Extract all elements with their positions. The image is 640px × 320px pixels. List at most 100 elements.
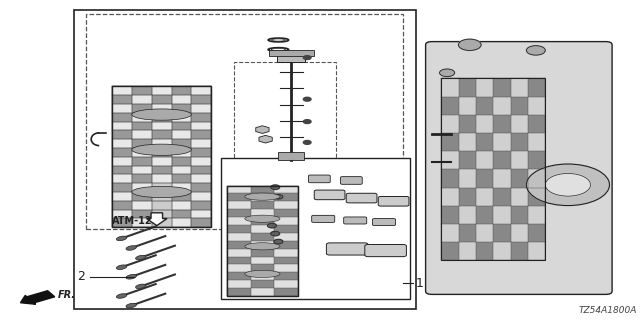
- Text: TZ54A1800A: TZ54A1800A: [579, 306, 637, 315]
- Bar: [274, 194, 298, 201]
- Circle shape: [526, 46, 545, 55]
- Bar: [132, 174, 152, 183]
- Bar: [172, 192, 191, 201]
- FancyBboxPatch shape: [378, 196, 409, 206]
- Bar: [132, 95, 152, 104]
- Bar: [459, 224, 476, 242]
- Bar: [528, 206, 545, 224]
- Bar: [227, 186, 251, 194]
- Ellipse shape: [132, 186, 191, 198]
- Bar: [152, 157, 172, 166]
- Bar: [132, 122, 152, 130]
- Bar: [132, 166, 152, 174]
- Bar: [191, 192, 211, 201]
- Bar: [172, 139, 191, 148]
- Bar: [274, 225, 298, 233]
- FancyBboxPatch shape: [344, 217, 367, 224]
- Bar: [221, 158, 410, 299]
- Bar: [191, 86, 211, 95]
- Bar: [493, 115, 511, 133]
- Bar: [172, 122, 191, 130]
- Bar: [274, 241, 298, 249]
- Bar: [274, 264, 298, 272]
- Circle shape: [274, 239, 283, 244]
- Bar: [493, 188, 511, 206]
- Bar: [152, 86, 172, 95]
- Bar: [152, 130, 172, 139]
- Text: 1: 1: [416, 277, 424, 290]
- Bar: [132, 157, 152, 166]
- Ellipse shape: [136, 284, 146, 289]
- Bar: [172, 166, 191, 174]
- Bar: [251, 186, 274, 194]
- Bar: [152, 95, 172, 104]
- Bar: [152, 139, 172, 148]
- Bar: [274, 249, 298, 257]
- Ellipse shape: [126, 275, 136, 279]
- Bar: [274, 201, 298, 209]
- Circle shape: [545, 173, 591, 196]
- Bar: [251, 280, 274, 288]
- Bar: [191, 174, 211, 183]
- Bar: [511, 242, 528, 260]
- Bar: [112, 95, 132, 104]
- Bar: [528, 133, 545, 151]
- Bar: [112, 130, 132, 139]
- Bar: [528, 115, 545, 133]
- Bar: [511, 115, 528, 133]
- Bar: [191, 95, 211, 104]
- Ellipse shape: [244, 243, 280, 250]
- Bar: [459, 169, 476, 188]
- Bar: [511, 224, 528, 242]
- Bar: [152, 201, 172, 210]
- Bar: [191, 183, 211, 192]
- Bar: [251, 233, 274, 241]
- Bar: [74, 10, 416, 309]
- Bar: [459, 97, 476, 115]
- Bar: [251, 217, 274, 225]
- Bar: [459, 133, 476, 151]
- Bar: [191, 148, 211, 157]
- Bar: [112, 218, 132, 227]
- FancyBboxPatch shape: [426, 42, 612, 294]
- FancyBboxPatch shape: [346, 193, 377, 203]
- Bar: [191, 139, 211, 148]
- Bar: [191, 210, 211, 218]
- Bar: [476, 133, 493, 151]
- Bar: [112, 183, 132, 192]
- Bar: [152, 113, 172, 122]
- Bar: [274, 186, 298, 194]
- Bar: [172, 104, 191, 113]
- Bar: [511, 169, 528, 188]
- Bar: [152, 192, 172, 201]
- Bar: [86, 14, 403, 229]
- Bar: [132, 218, 152, 227]
- Bar: [191, 113, 211, 122]
- Ellipse shape: [126, 246, 136, 250]
- Bar: [152, 218, 172, 227]
- Bar: [528, 97, 545, 115]
- Bar: [476, 188, 493, 206]
- Circle shape: [303, 97, 311, 101]
- Bar: [274, 217, 298, 225]
- Bar: [442, 206, 459, 224]
- Circle shape: [458, 39, 481, 51]
- FancyBboxPatch shape: [308, 175, 330, 183]
- Bar: [511, 133, 528, 151]
- Bar: [528, 151, 545, 169]
- FancyArrow shape: [147, 213, 167, 226]
- Ellipse shape: [244, 193, 280, 200]
- Bar: [442, 169, 459, 188]
- Bar: [112, 139, 132, 148]
- Bar: [132, 139, 152, 148]
- Bar: [528, 242, 545, 260]
- Bar: [112, 210, 132, 218]
- Bar: [442, 188, 459, 206]
- FancyBboxPatch shape: [326, 243, 368, 255]
- Ellipse shape: [116, 236, 127, 241]
- Bar: [227, 280, 251, 288]
- Bar: [112, 122, 132, 130]
- Bar: [112, 174, 132, 183]
- Bar: [227, 186, 298, 296]
- Bar: [152, 174, 172, 183]
